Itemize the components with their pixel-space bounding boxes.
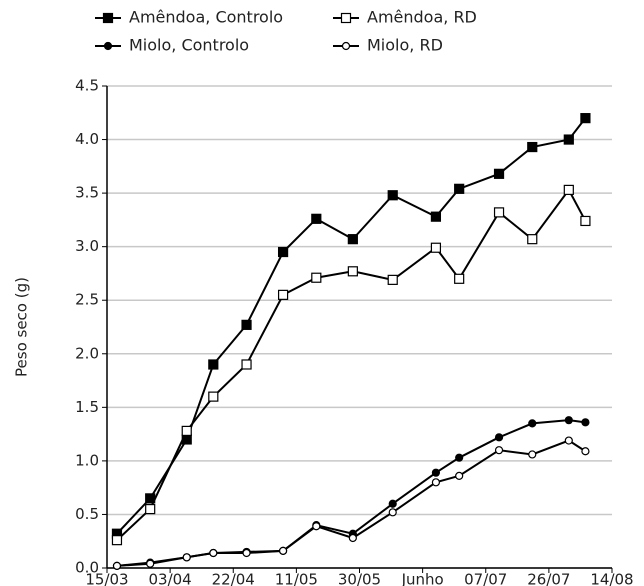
marker — [182, 553, 191, 562]
x-tick-label: 22/04 — [212, 571, 255, 586]
marker — [347, 234, 358, 245]
marker — [431, 468, 441, 477]
marker — [564, 436, 573, 445]
marker — [209, 548, 218, 558]
marker — [278, 546, 288, 555]
y-tick-label: 0.5 — [75, 505, 99, 523]
marker — [387, 274, 398, 285]
marker — [277, 246, 289, 258]
marker — [528, 419, 537, 428]
y-tick-label: 3.5 — [75, 184, 99, 202]
marker — [241, 319, 252, 330]
y-tick-label: 0.0 — [75, 559, 99, 577]
marker — [564, 416, 573, 425]
marker — [527, 234, 538, 245]
marker — [241, 359, 252, 370]
y-tick-label: 1.0 — [75, 451, 99, 469]
marker — [527, 141, 538, 153]
marker — [388, 499, 397, 508]
marker — [388, 508, 397, 517]
marker — [493, 207, 505, 218]
marker — [454, 273, 465, 284]
marker — [455, 453, 464, 462]
marker — [112, 561, 122, 570]
marker — [311, 272, 322, 283]
marker — [387, 190, 398, 201]
y-tick-label: 2.0 — [75, 344, 99, 362]
legend-marker — [102, 12, 114, 24]
marker — [146, 559, 155, 568]
x-tick-label: 15/03 — [85, 571, 128, 586]
x-tick-label: 14/08 — [590, 571, 633, 586]
y-tick-label: 1.5 — [75, 398, 99, 416]
y-tick-label: 4.0 — [75, 130, 99, 148]
legend-marker — [341, 41, 351, 51]
marker — [348, 533, 357, 543]
marker — [431, 478, 441, 487]
marker — [494, 433, 504, 442]
y-axis-label: Peso seco (g) — [13, 277, 31, 377]
marker — [430, 211, 442, 222]
marker — [580, 113, 591, 124]
marker — [181, 425, 192, 436]
marker — [493, 168, 505, 179]
y-tick-label: 2.5 — [75, 291, 99, 309]
marker — [563, 184, 574, 195]
marker — [208, 391, 219, 402]
marker — [277, 289, 289, 300]
x-tick-label: 30/05 — [338, 571, 381, 586]
marker — [581, 418, 590, 427]
y-tick-label: 3.0 — [75, 237, 99, 255]
legend-marker — [340, 12, 352, 24]
marker — [580, 215, 591, 227]
legend-label: Amêndoa, Controlo — [129, 8, 283, 27]
marker — [347, 266, 358, 277]
x-tick-label: 07/07 — [464, 571, 507, 586]
x-tick-label: 26/07 — [527, 571, 570, 586]
marker — [208, 359, 219, 370]
series-line — [116, 117, 587, 535]
x-tick-label: 03/04 — [149, 571, 192, 586]
marker — [145, 503, 156, 515]
x-tick-label: 11/05 — [275, 571, 318, 586]
legend-label: Amêndoa, RD — [367, 8, 477, 27]
marker — [494, 446, 504, 455]
marker — [581, 447, 590, 456]
series-line — [116, 439, 586, 567]
marker — [111, 535, 123, 546]
marker — [455, 471, 464, 480]
marker — [563, 134, 574, 145]
marker — [454, 183, 465, 194]
marker — [312, 522, 321, 531]
legend-label: Miolo, Controlo — [129, 36, 249, 55]
marker — [242, 548, 251, 558]
legend-label: Miolo, RD — [367, 36, 443, 55]
x-tick-label: Junho — [401, 571, 444, 586]
marker — [311, 213, 322, 224]
legend-marker — [103, 41, 113, 51]
y-tick-label: 4.5 — [75, 77, 99, 95]
marker — [430, 242, 442, 253]
marker — [528, 450, 537, 459]
